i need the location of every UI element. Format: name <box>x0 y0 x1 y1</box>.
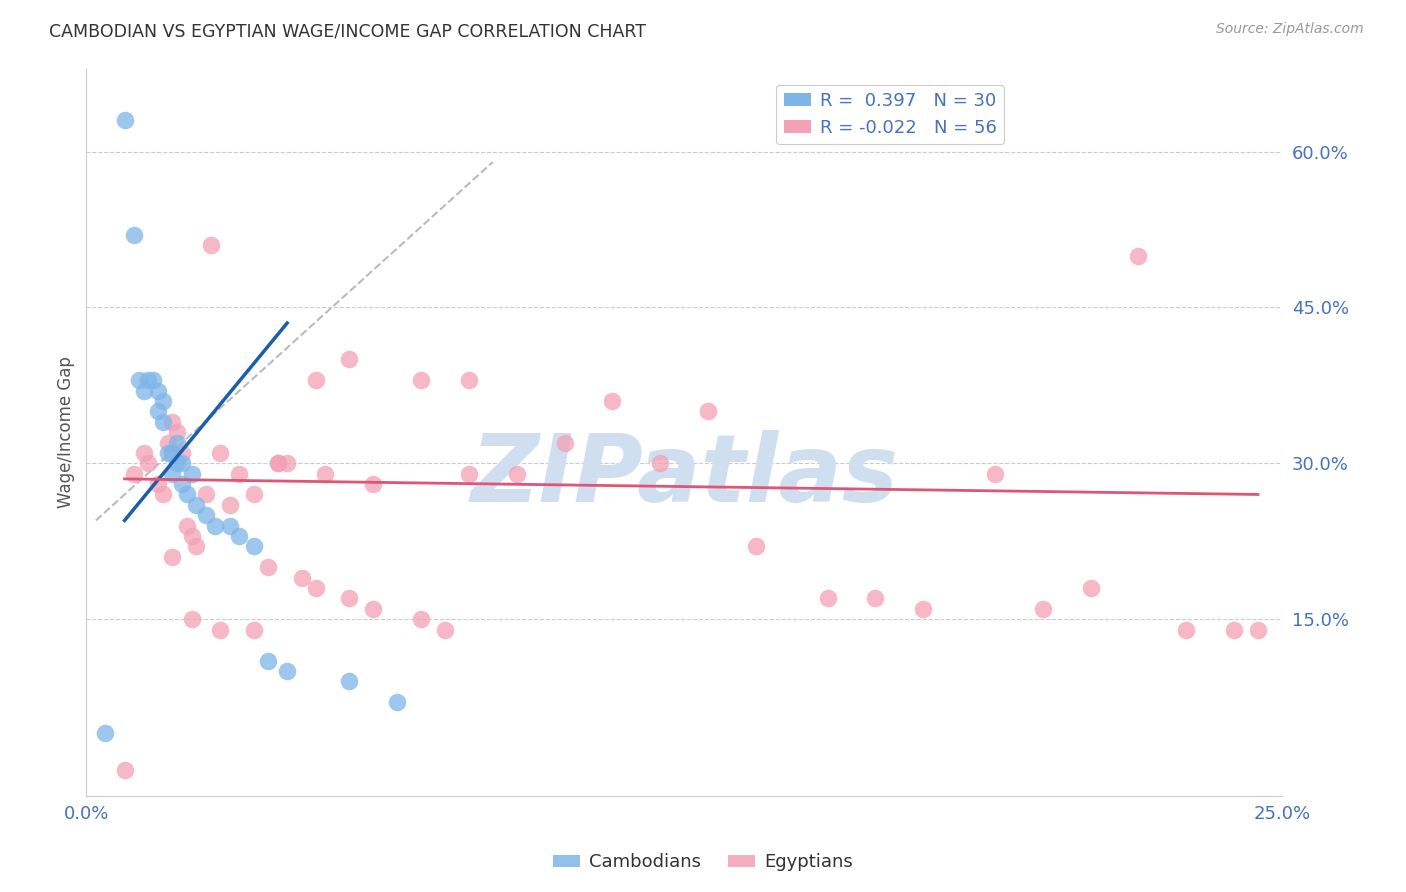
Point <box>146 477 169 491</box>
Point <box>166 435 188 450</box>
Point <box>458 467 481 481</box>
Point <box>186 498 208 512</box>
Point <box>209 623 232 637</box>
Point <box>1175 623 1198 637</box>
Point <box>180 467 202 481</box>
Point <box>276 456 298 470</box>
Point <box>1128 248 1150 262</box>
Point <box>156 446 179 460</box>
Point <box>361 477 384 491</box>
Point <box>162 549 184 564</box>
Point <box>1032 601 1054 615</box>
Point <box>146 384 169 398</box>
Point <box>266 456 288 470</box>
Point <box>409 373 432 387</box>
Point <box>602 394 624 409</box>
Point <box>817 591 839 606</box>
Point <box>162 446 184 460</box>
Point <box>132 446 155 460</box>
Point <box>305 581 328 595</box>
Text: CAMBODIAN VS EGYPTIAN WAGE/INCOME GAP CORRELATION CHART: CAMBODIAN VS EGYPTIAN WAGE/INCOME GAP CO… <box>49 22 647 40</box>
Point <box>1080 581 1102 595</box>
Point <box>228 467 250 481</box>
Point <box>122 467 145 481</box>
Point <box>94 726 117 740</box>
Point <box>1247 623 1270 637</box>
Point <box>228 529 250 543</box>
Point <box>554 435 576 450</box>
Point <box>146 404 169 418</box>
Point <box>170 456 193 470</box>
Point <box>114 763 136 777</box>
Point <box>266 456 288 470</box>
Legend: Cambodians, Egyptians: Cambodians, Egyptians <box>546 847 860 879</box>
Point <box>180 612 202 626</box>
Point <box>865 591 887 606</box>
Point <box>385 695 408 709</box>
Point <box>152 415 174 429</box>
Point <box>361 601 384 615</box>
Point <box>1223 623 1246 637</box>
Point <box>162 467 184 481</box>
Point <box>650 456 672 470</box>
Point <box>142 373 165 387</box>
Point <box>458 373 481 387</box>
Text: ZIPatlas: ZIPatlas <box>470 430 898 522</box>
Text: Source: ZipAtlas.com: Source: ZipAtlas.com <box>1216 22 1364 37</box>
Point <box>745 540 768 554</box>
Point <box>122 227 145 242</box>
Point <box>170 446 193 460</box>
Point <box>433 623 456 637</box>
Point <box>337 352 360 367</box>
Point <box>305 373 328 387</box>
Legend: R =  0.397   N = 30, R = -0.022   N = 56: R = 0.397 N = 30, R = -0.022 N = 56 <box>776 85 1004 145</box>
Point <box>128 373 150 387</box>
Point <box>506 467 529 481</box>
Point <box>257 560 280 574</box>
Point <box>162 415 184 429</box>
Point <box>204 518 226 533</box>
Point <box>152 487 174 501</box>
Point <box>166 425 188 439</box>
Point <box>176 487 198 501</box>
Point <box>200 238 222 252</box>
Point <box>152 394 174 409</box>
Point <box>114 113 136 128</box>
Point <box>186 540 208 554</box>
Point <box>194 487 217 501</box>
Point <box>257 654 280 668</box>
Point <box>194 508 217 523</box>
Point <box>242 623 264 637</box>
Point <box>242 540 264 554</box>
Point <box>156 435 179 450</box>
Point <box>209 446 232 460</box>
Point <box>276 664 298 678</box>
Point <box>984 467 1007 481</box>
Point <box>409 612 432 626</box>
Point <box>242 487 264 501</box>
Y-axis label: Wage/Income Gap: Wage/Income Gap <box>58 356 75 508</box>
Point <box>337 674 360 689</box>
Point <box>180 529 202 543</box>
Point <box>218 498 240 512</box>
Point <box>290 571 312 585</box>
Point <box>166 456 188 470</box>
Point <box>314 467 336 481</box>
Point <box>170 477 193 491</box>
Point <box>218 518 240 533</box>
Point <box>337 591 360 606</box>
Point <box>132 384 155 398</box>
Point <box>697 404 720 418</box>
Point <box>138 373 160 387</box>
Point <box>176 518 198 533</box>
Point <box>138 456 160 470</box>
Point <box>912 601 935 615</box>
